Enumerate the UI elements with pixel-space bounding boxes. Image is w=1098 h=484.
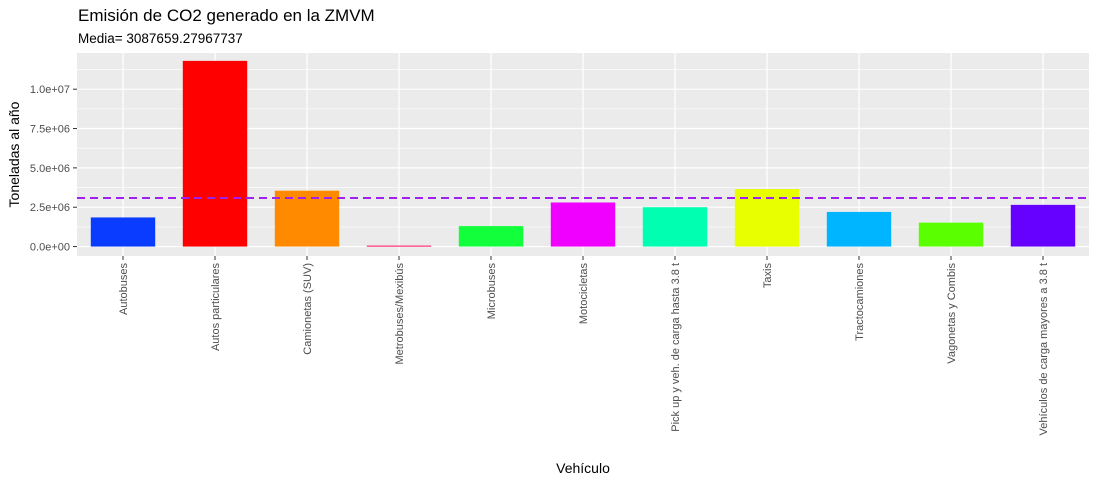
x-tick-label: Autos particulares (210, 263, 222, 352)
chart-subtitle: Media= 3087659.27967737 (78, 31, 243, 46)
y-tick-label: 5.0e+06 (30, 163, 70, 175)
bar (182, 60, 248, 247)
x-tick-label: Camionetas (SUV) (302, 263, 314, 355)
bar (90, 217, 156, 247)
bar (274, 190, 340, 247)
y-tick-label: 7.5e+06 (30, 124, 70, 136)
x-tick-label: Metrobuses/Mexibús (394, 263, 406, 365)
bar (642, 207, 708, 247)
bar (826, 211, 892, 247)
bar (458, 226, 524, 247)
x-tick-label: Vehículos de carga mayores a 3.8 t (1038, 263, 1050, 435)
bar (550, 202, 616, 247)
y-axis: 0.0e+00 2.5e+06 5.0e+06 7.5e+06 1.0e+07 (30, 84, 77, 254)
bar (918, 222, 984, 247)
x-tick-label: Autobuses (118, 263, 130, 315)
x-tick-label: Microbuses (486, 263, 498, 320)
x-tick-label: Vagonetas y Combis (946, 263, 958, 364)
x-tick-label: Tractocamiones (854, 263, 866, 341)
x-tick-label: Taxis (762, 263, 774, 289)
bar (1010, 204, 1076, 247)
chart-title: Emisión de CO2 generado en la ZMVM (78, 6, 375, 25)
x-axis: Autobuses Autos particulares Camionetas (S… (118, 256, 1050, 435)
y-tick-label: 1.0e+07 (30, 84, 70, 96)
bars (90, 60, 1076, 247)
x-axis-title: Vehículo (556, 460, 610, 476)
y-tick-label: 2.5e+06 (30, 202, 70, 214)
x-tick-label: Pick up y veh. de carga hasta 3.8 t (670, 263, 682, 432)
bar (366, 245, 432, 247)
y-axis-title: Toneladas al año (6, 101, 22, 207)
y-tick-label: 0.0e+00 (30, 242, 70, 254)
x-tick-label: Motocicletas (578, 263, 590, 325)
